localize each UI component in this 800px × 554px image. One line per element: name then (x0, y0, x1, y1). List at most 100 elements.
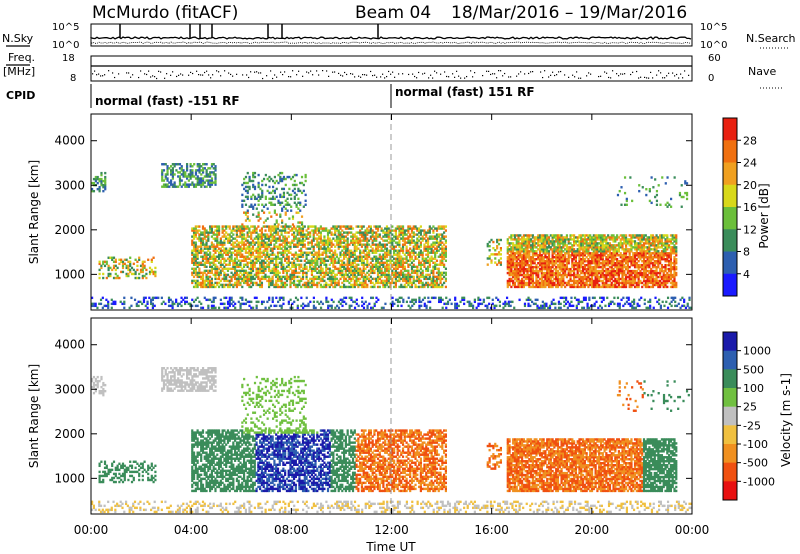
heatmap-cell (282, 239, 285, 242)
heatmap-cell (210, 279, 214, 283)
heatmap-cell (382, 283, 385, 287)
heatmap-cell (366, 263, 369, 266)
heatmap-cell (341, 233, 344, 236)
heatmap-cell (291, 271, 294, 275)
heatmap-cell (317, 245, 321, 248)
nsky-trace (90, 24, 692, 45)
heatmap-cell (401, 239, 405, 242)
heatmap-cell (205, 175, 208, 178)
heatmap-cell (266, 265, 269, 269)
heatmap-cell (371, 249, 374, 252)
heatmap-cell (341, 273, 344, 277)
heatmap-cell (201, 183, 205, 186)
heatmap-cell (282, 275, 285, 279)
heatmap-cell (271, 195, 275, 199)
heatmap-cell (325, 281, 328, 285)
heatmap-cell (378, 255, 381, 258)
heatmap-cell (251, 281, 255, 285)
heatmap-cell (295, 203, 298, 206)
heatmap-cell (330, 245, 333, 248)
heatmap-cell (262, 253, 265, 256)
heatmap-cell (355, 247, 358, 250)
nave-dot (502, 75, 504, 77)
heatmap-cell (341, 275, 344, 279)
heatmap-cell (335, 283, 339, 287)
heatmap-cell (100, 171, 103, 175)
heatmap-cell (292, 269, 296, 273)
heatmap-cell (257, 269, 260, 273)
heatmap-cell (281, 207, 284, 210)
heatmap-cell (357, 259, 360, 262)
heatmap-cell (275, 187, 278, 191)
heatmap-cell (341, 241, 344, 244)
heatmap-cell (230, 255, 233, 258)
heatmap-cell (328, 247, 331, 250)
heatmap-cell (205, 261, 208, 264)
heatmap-cell (342, 275, 346, 279)
heatmap-cell (334, 285, 337, 289)
heatmap-cell (325, 269, 328, 273)
heatmap-cell (127, 268, 130, 272)
heatmap-cell (267, 279, 271, 283)
nave-dot (128, 72, 130, 74)
heatmap-cell (316, 275, 319, 279)
heatmap-cell (298, 271, 301, 275)
heatmap-cell (309, 265, 312, 269)
nave-dot (282, 73, 284, 76)
heatmap-cell (393, 281, 396, 285)
heatmap-cell (490, 259, 493, 262)
heatmap-cell (394, 267, 397, 271)
heatmap-cell (351, 251, 355, 254)
heatmap-cell (369, 249, 372, 252)
heatmap-cell (387, 235, 390, 238)
heatmap-cell (261, 209, 264, 212)
heatmap-cell (217, 257, 221, 260)
heatmap-cell (380, 247, 383, 250)
heatmap-cell (289, 273, 292, 277)
heatmap-cell (291, 257, 294, 260)
heatmap-cell (94, 175, 97, 179)
heatmap-cell (378, 235, 381, 238)
heatmap-cell (269, 241, 272, 244)
heatmap-cell (355, 275, 358, 279)
heatmap-cell (255, 229, 258, 232)
heatmap-cell (339, 231, 342, 234)
heatmap-cell (284, 231, 287, 234)
heatmap-cell (357, 271, 360, 275)
heatmap-cell (369, 271, 372, 275)
heatmap-cell (214, 179, 217, 182)
heatmap-cell (246, 279, 249, 283)
heatmap-cell (360, 227, 364, 230)
heatmap-cell (341, 271, 344, 275)
heatmap-cell (362, 277, 365, 281)
heatmap-cell (230, 247, 233, 250)
heatmap-cell (325, 285, 328, 289)
heatmap-cell (326, 245, 330, 248)
heatmap-cell (114, 272, 117, 276)
heatmap-cell (371, 241, 374, 244)
heatmap-cell (271, 259, 274, 262)
heatmap-cell (154, 270, 157, 274)
heatmap-cell (241, 183, 244, 187)
heatmap-cell (394, 261, 397, 264)
heatmap-cell (382, 285, 385, 289)
heatmap-cell (259, 281, 262, 285)
nave-dot (202, 74, 204, 76)
heatmap-cell (328, 267, 331, 271)
heatmap-cell (275, 283, 278, 287)
heatmap-cell (107, 272, 110, 276)
heatmap-cell (269, 247, 272, 250)
heatmap-cell (262, 263, 265, 266)
heatmap-cell (161, 173, 164, 176)
heatmap-cell (259, 197, 262, 201)
heatmap-cell (301, 255, 305, 258)
heatmap-cell (100, 264, 103, 268)
heatmap-cell (357, 239, 360, 242)
heatmap-cell (346, 227, 349, 230)
heatmap-cell (192, 247, 196, 250)
heatmap-cell (282, 191, 286, 195)
heatmap-cell (214, 269, 217, 273)
heatmap-cell (339, 233, 342, 236)
heatmap-cell (380, 267, 383, 271)
heatmap-cell (488, 240, 491, 244)
